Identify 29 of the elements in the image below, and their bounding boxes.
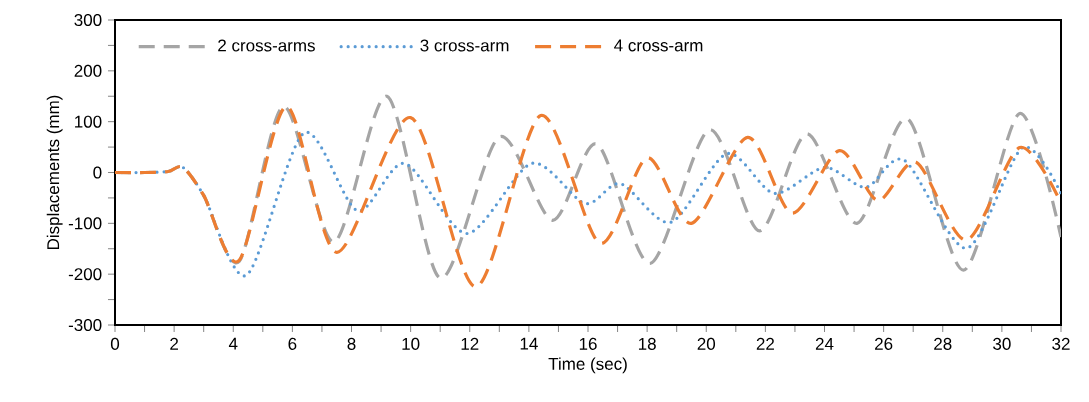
x-tick-label: 0 xyxy=(110,337,120,350)
x-tick-label: 2 xyxy=(170,337,178,350)
x-tick-label: 26 xyxy=(875,337,893,350)
x-tick-label: 16 xyxy=(579,337,597,350)
y-tick-label: 0 xyxy=(93,166,102,179)
y-tick-label: 200 xyxy=(74,64,102,77)
x-tick-label: 10 xyxy=(402,337,420,350)
y-tick-label: 100 xyxy=(75,115,102,128)
x-tick-label: 8 xyxy=(347,337,356,350)
legend-label: 3 cross-arm xyxy=(420,39,509,52)
y-tick-label: -300 xyxy=(68,318,102,332)
x-tick-label: 14 xyxy=(520,337,538,350)
x-tick-label: 30 xyxy=(993,337,1011,350)
x-tick-label: 24 xyxy=(815,337,834,350)
y-axis-title: Displacements (mm) xyxy=(46,95,63,250)
y-tick-label: 300 xyxy=(74,13,102,27)
x-tick-label: 32 xyxy=(1052,337,1070,350)
x-tick-label: 12 xyxy=(461,337,479,350)
x-tick-label: 4 xyxy=(228,337,238,350)
x-tick-label: 6 xyxy=(288,337,297,350)
x-tick-label: 18 xyxy=(638,337,656,350)
x-axis-title: Time (sec) xyxy=(548,357,627,374)
y-tick-label: -100 xyxy=(68,217,102,230)
legend-label: 4 cross-arm xyxy=(614,39,703,52)
x-tick-label: 22 xyxy=(756,337,774,350)
y-tick-label: -200 xyxy=(68,268,102,281)
x-tick-label: 20 xyxy=(697,337,716,350)
x-tick-label: 28 xyxy=(934,337,952,350)
legend-label: 2 cross-arms xyxy=(218,39,315,52)
